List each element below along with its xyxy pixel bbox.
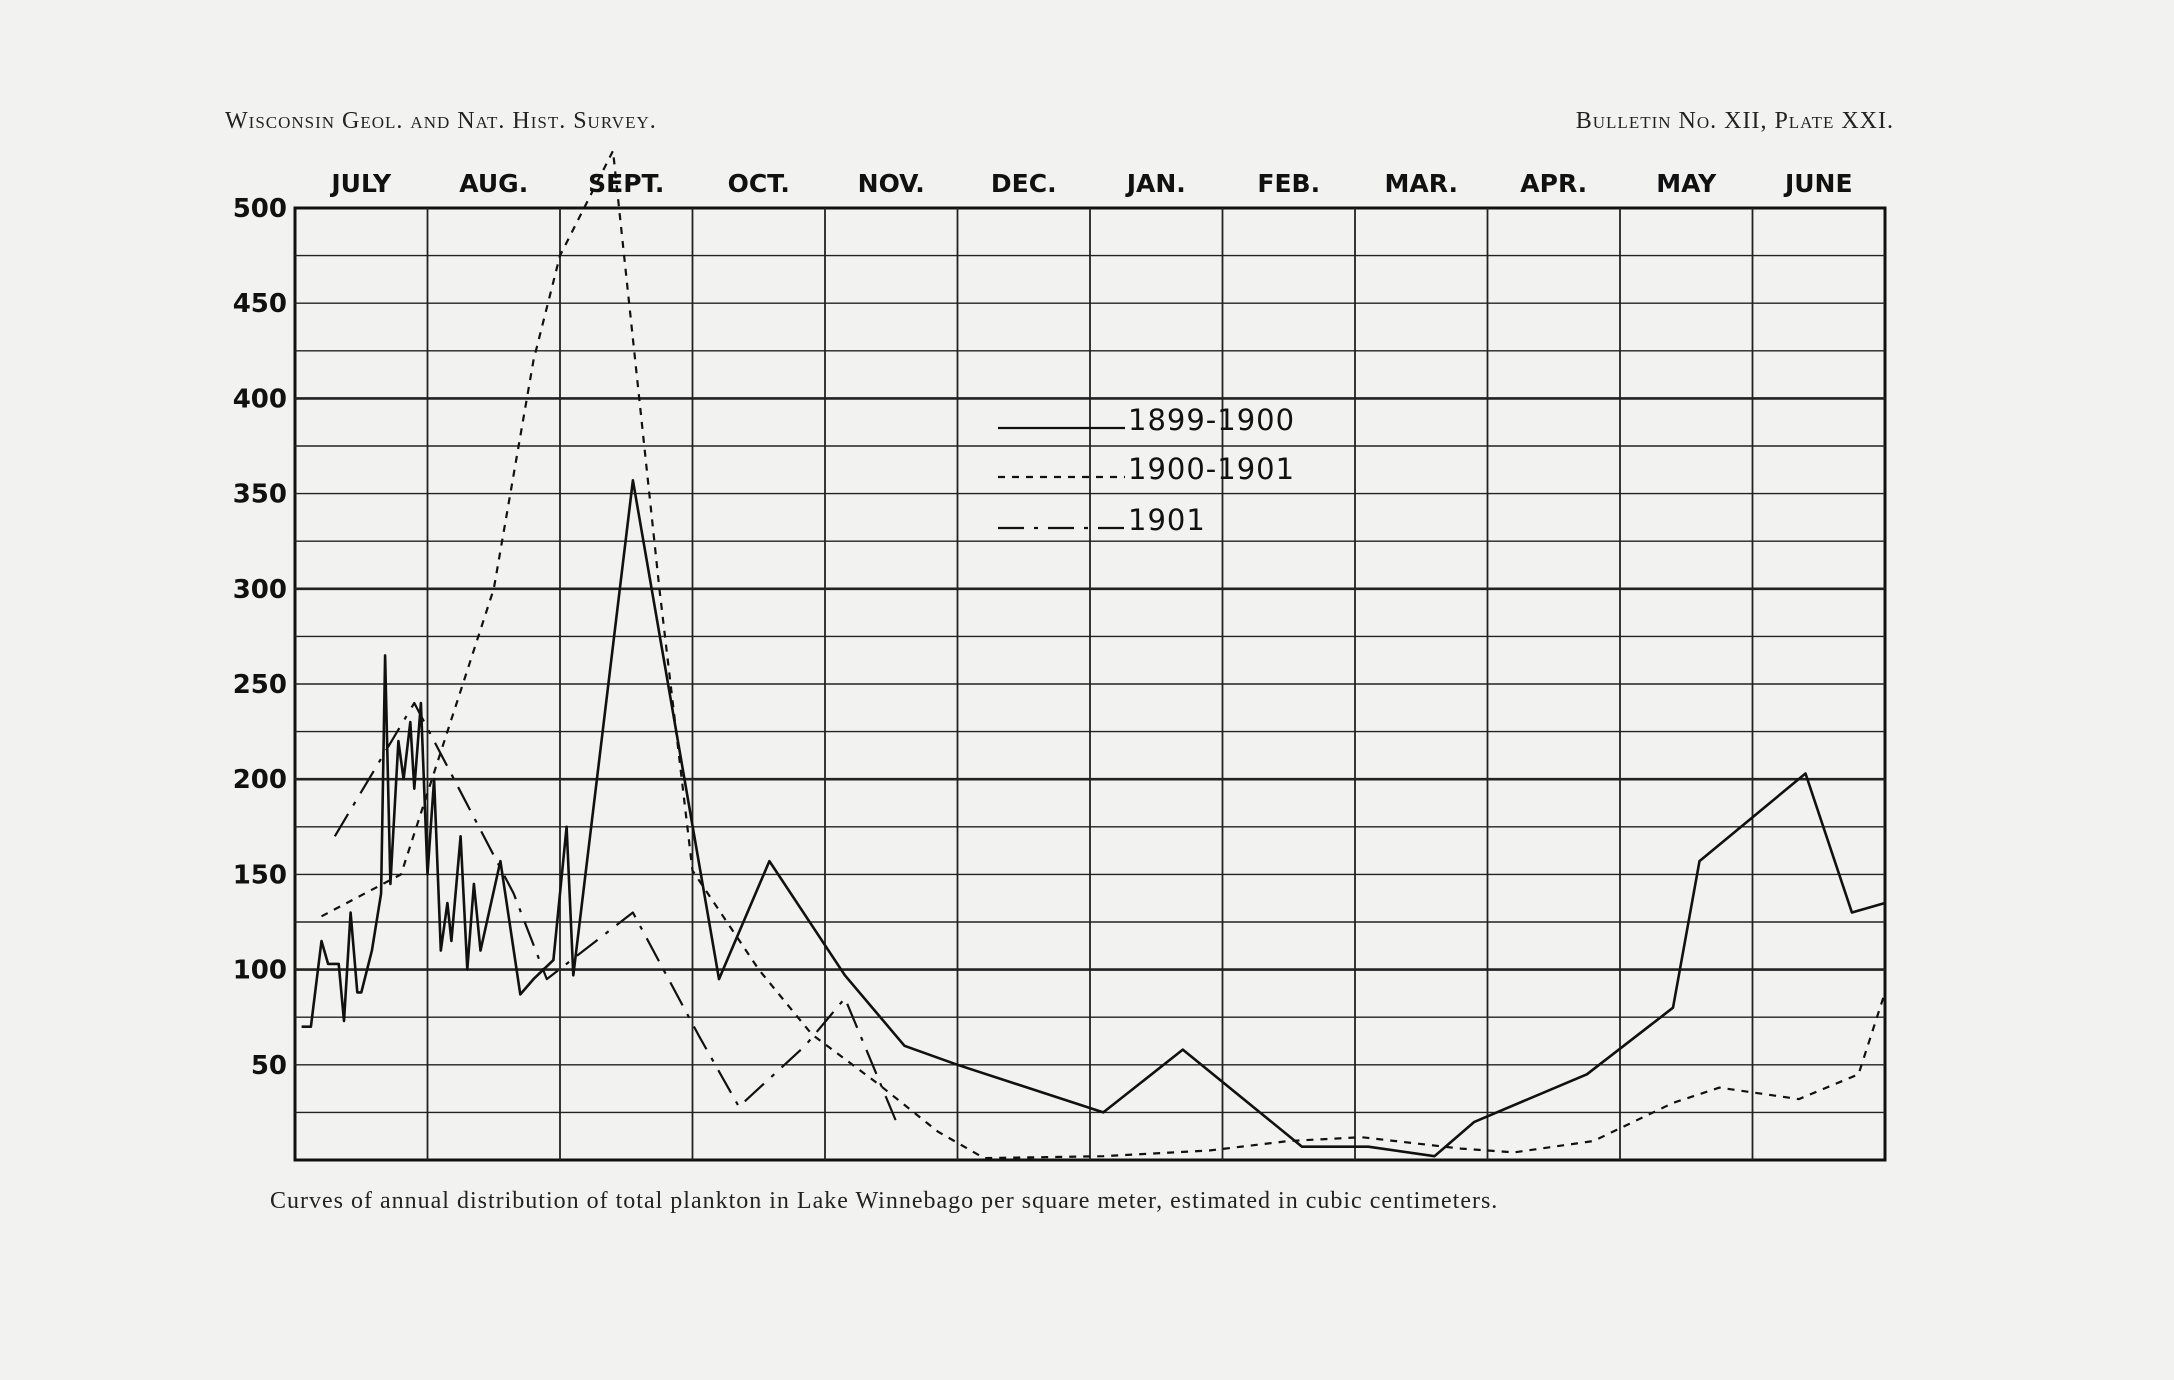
month-label: JUNE (1783, 169, 1853, 198)
month-label: OCT. (728, 169, 790, 198)
month-labels: JULY AUG. SEPT. OCT. NOV. DEC. JAN. FEB. MAR. APR… (329, 169, 1852, 198)
survey-header: Wisconsin Geol. and Nat. Hist. Survey. (225, 108, 657, 134)
month-label: JULY (329, 169, 392, 198)
month-label: FEB. (1257, 169, 1320, 198)
legend-label-3: 1901 (1128, 503, 1206, 537)
month-label: MAY (1656, 169, 1717, 198)
legend-label-1: 1899-1900 (1128, 403, 1295, 437)
y-axis-ticks: 50 100 150 200 250 300 350 400 450 500 (233, 194, 287, 1081)
y-tick-label: 100 (233, 956, 287, 986)
series-line-2 (320, 149, 1887, 1160)
y-tick-label: 150 (233, 860, 287, 890)
y-tick-label: 400 (233, 384, 287, 414)
month-label: NOV. (858, 169, 925, 198)
legend-label-2: 1900-1901 (1128, 452, 1295, 486)
series-line-3 (333, 701, 899, 1127)
month-label: MAR. (1385, 169, 1458, 198)
series-lines (301, 149, 1887, 1160)
y-tick-label: 250 (233, 670, 287, 700)
series-line-1 (301, 479, 1886, 1158)
chart-grid (293, 206, 1887, 1162)
bulletin-header: Bulletin No. XII, Plate XXI. (1575, 108, 1894, 134)
y-tick-label: 300 (233, 575, 287, 605)
y-tick-label: 50 (251, 1051, 287, 1081)
month-label: SEPT. (588, 169, 664, 198)
month-label: JAN. (1125, 169, 1186, 198)
y-tick-label: 350 (233, 480, 287, 510)
y-tick-label: 450 (233, 289, 287, 319)
y-tick-label: 200 (233, 765, 287, 795)
y-tick-label: 500 (233, 194, 287, 224)
month-label: DEC. (991, 169, 1057, 198)
figure-caption: Curves of annual distribution of total p… (270, 1188, 1499, 1214)
legend: 1899-1900 1900-1901 1901 (998, 403, 1295, 537)
month-label: AUG. (459, 169, 528, 198)
month-label: APR. (1520, 169, 1587, 198)
